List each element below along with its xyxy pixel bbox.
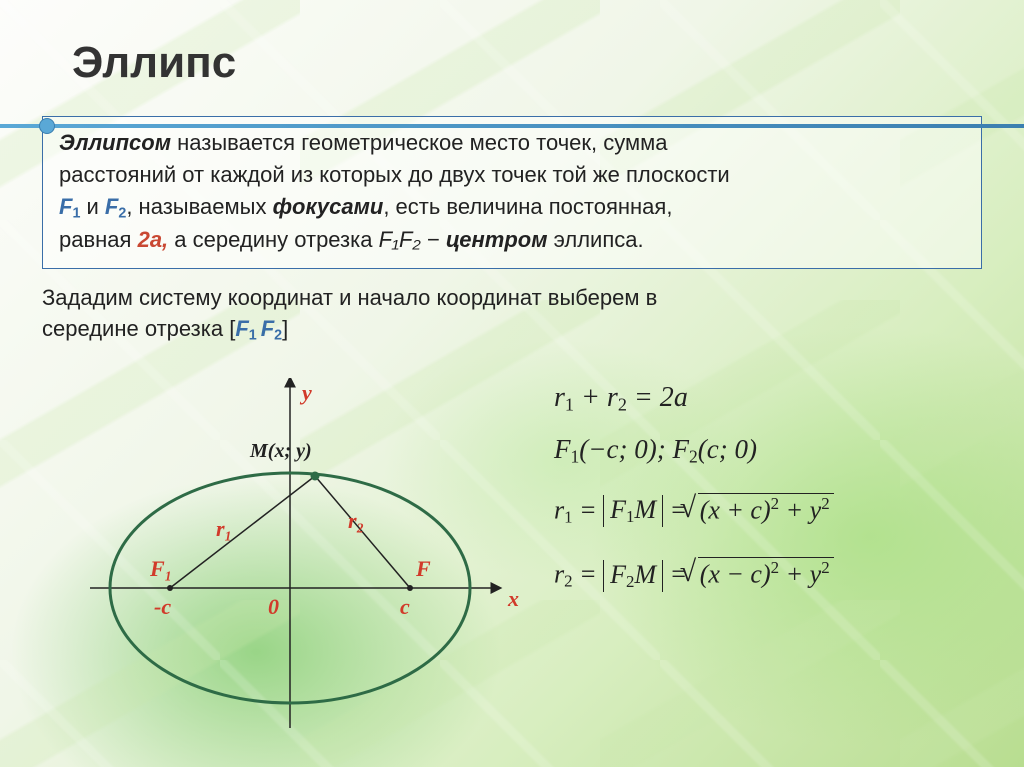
point-M [311,472,320,481]
def-line4: равная 2a, а середину отрезка F₁F₂ − цен… [59,224,965,256]
label-c: c [400,594,410,620]
eq-r1: r1 = F1M = (x + c)2 + y2 [554,493,984,528]
def-line1: Эллипсом называется геометрическое место… [59,127,965,159]
title-rule [0,124,1024,128]
definition-box: Эллипсом называется геометрическое место… [42,116,982,269]
eq-sum: r1 + r2 = 2a [554,382,984,416]
label-r1: r₁ [216,516,232,542]
slide: Эллипс Эллипсом называется геометрическо… [0,0,1024,767]
label-zero: 0 [268,594,279,620]
point-F2 [407,585,413,591]
eq-foci: F1(−c; 0); F2(c; 0) [554,434,984,467]
subtext: Зададим систему координат и начало коорд… [42,283,982,345]
label-r2: r₂ [348,508,364,534]
sub-line1: Зададим систему координат и начало коорд… [42,283,982,314]
equations: r1 + r2 = 2a F1(−c; 0); F2(c; 0) r1 = F1… [554,382,984,610]
label-F1: F₁ [150,556,172,582]
def-foci: фокусами [273,194,384,219]
ellipse-diagram: y x M(x; y) r₁ r₂ F₁ F -c 0 c [90,378,510,738]
label-M: M(x; y) [250,440,312,463]
label-minus-c: -c [154,594,171,620]
sub-line2: середине отрезка [F1 F2] [42,314,982,346]
label-x: x [508,586,519,612]
point-F1 [167,585,173,591]
label-F2: F [416,556,431,582]
def-line3: F1 и F2, называемых фокусами, есть велич… [59,191,965,224]
page-title: Эллипс [72,38,982,88]
label-y: y [302,380,312,406]
def-term: Эллипсом [59,130,171,155]
def-center: центром [446,227,548,252]
def-line2: расстояний от каждой из которых до двух … [59,159,965,191]
eq-r2: r2 = F2M = (x − c)2 + y2 [554,557,984,592]
title-dot [39,118,55,134]
